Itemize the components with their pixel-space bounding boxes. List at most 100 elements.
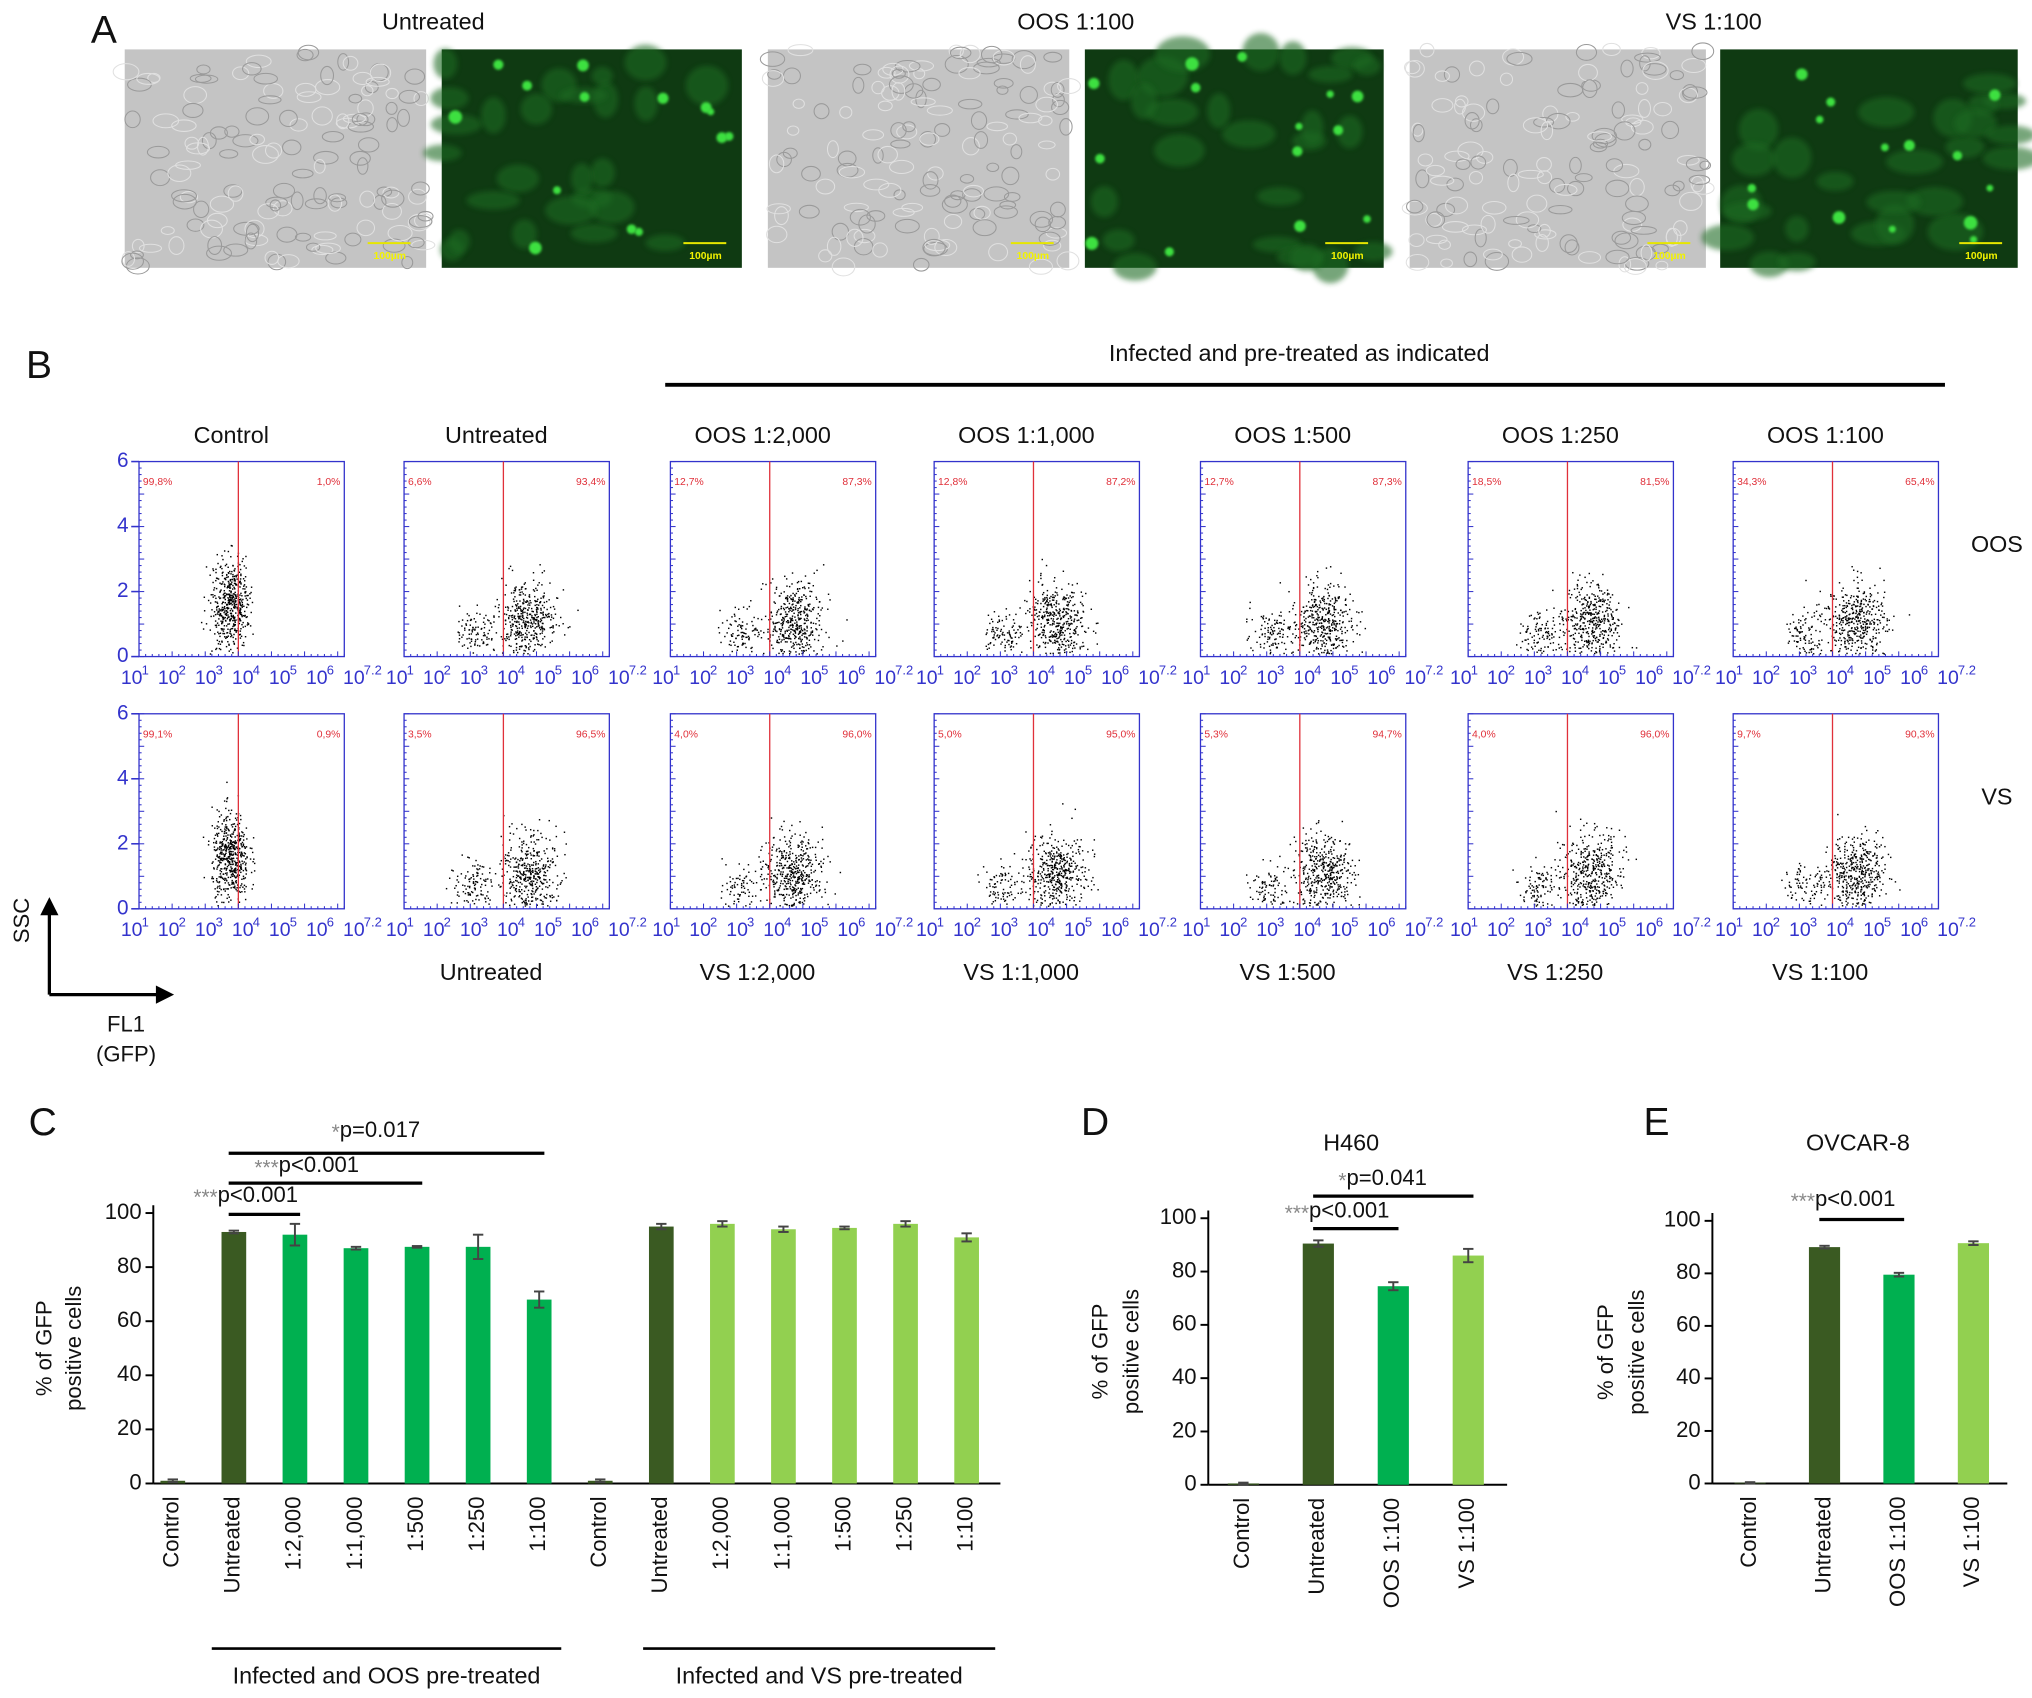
event bbox=[786, 613, 789, 616]
event bbox=[239, 609, 241, 611]
event bbox=[799, 647, 801, 650]
event bbox=[1810, 647, 1813, 650]
event bbox=[1854, 633, 1856, 636]
event bbox=[1304, 611, 1306, 613]
event bbox=[229, 871, 232, 873]
event bbox=[532, 650, 535, 652]
event bbox=[1280, 611, 1282, 613]
event bbox=[1044, 635, 1047, 637]
event bbox=[1536, 651, 1538, 653]
event bbox=[729, 640, 732, 642]
event bbox=[240, 604, 242, 607]
event bbox=[1803, 606, 1805, 609]
event bbox=[1040, 602, 1042, 605]
event bbox=[521, 640, 523, 642]
event bbox=[252, 633, 254, 635]
event bbox=[228, 884, 230, 886]
x-tick-base: 10 bbox=[1064, 667, 1086, 689]
event bbox=[245, 555, 247, 558]
event bbox=[1003, 625, 1005, 627]
event bbox=[1875, 643, 1878, 646]
event bbox=[535, 636, 538, 639]
event bbox=[1598, 597, 1600, 599]
event bbox=[1350, 617, 1353, 620]
event bbox=[1857, 617, 1859, 620]
event bbox=[1576, 585, 1579, 587]
event bbox=[1277, 632, 1280, 634]
event bbox=[1081, 595, 1084, 598]
event bbox=[539, 612, 542, 614]
event bbox=[1540, 627, 1542, 630]
event bbox=[1591, 643, 1593, 645]
event bbox=[522, 593, 525, 595]
event bbox=[1352, 641, 1355, 643]
event bbox=[227, 597, 229, 599]
event bbox=[1597, 621, 1599, 623]
event bbox=[543, 592, 546, 594]
event bbox=[1259, 646, 1262, 648]
cell-texture bbox=[1638, 138, 1652, 151]
event bbox=[1859, 630, 1861, 633]
event bbox=[250, 586, 253, 588]
cell-texture bbox=[877, 66, 896, 79]
event bbox=[1813, 615, 1816, 617]
event bbox=[1591, 642, 1593, 644]
event bbox=[1596, 584, 1598, 586]
event bbox=[1312, 621, 1314, 624]
event bbox=[1044, 614, 1046, 616]
event bbox=[1599, 635, 1601, 637]
event bbox=[253, 862, 256, 865]
event bbox=[1013, 622, 1016, 624]
event bbox=[797, 612, 800, 614]
event bbox=[1282, 633, 1284, 636]
event bbox=[521, 609, 524, 612]
event bbox=[1865, 600, 1867, 602]
event bbox=[235, 597, 238, 599]
event bbox=[1597, 641, 1600, 643]
event bbox=[517, 633, 520, 636]
event bbox=[1581, 587, 1583, 589]
event bbox=[1014, 632, 1017, 634]
event bbox=[1047, 618, 1049, 621]
event bbox=[227, 876, 230, 879]
event bbox=[466, 613, 469, 615]
event bbox=[1858, 635, 1860, 638]
event bbox=[1591, 620, 1594, 623]
event bbox=[1318, 595, 1320, 598]
event bbox=[470, 640, 473, 642]
cell-texture bbox=[776, 151, 792, 168]
glow bbox=[480, 97, 506, 134]
event bbox=[245, 827, 248, 829]
event bbox=[1598, 587, 1600, 589]
event bbox=[1800, 631, 1802, 633]
event bbox=[1288, 611, 1291, 613]
cell-texture bbox=[124, 110, 141, 129]
event bbox=[230, 614, 233, 616]
event bbox=[1271, 613, 1273, 615]
event bbox=[520, 634, 523, 636]
event bbox=[1313, 605, 1316, 608]
gfp-cell bbox=[1795, 68, 1808, 81]
event bbox=[1008, 632, 1011, 634]
event bbox=[1544, 631, 1547, 634]
event bbox=[1857, 582, 1859, 584]
event bbox=[1326, 649, 1329, 651]
event bbox=[741, 638, 743, 640]
event bbox=[545, 613, 547, 616]
event bbox=[1796, 630, 1799, 632]
event bbox=[230, 854, 233, 856]
event bbox=[1574, 644, 1576, 646]
cell-texture bbox=[798, 204, 820, 219]
cell-texture bbox=[1059, 118, 1073, 136]
event bbox=[218, 624, 220, 627]
event bbox=[1856, 570, 1859, 573]
event bbox=[1838, 632, 1841, 635]
event bbox=[219, 566, 222, 569]
event bbox=[1814, 644, 1816, 647]
event bbox=[534, 614, 537, 617]
event bbox=[236, 578, 238, 580]
glow bbox=[430, 87, 469, 110]
cell-texture bbox=[1028, 258, 1053, 275]
event bbox=[1053, 580, 1055, 582]
event bbox=[728, 643, 731, 646]
